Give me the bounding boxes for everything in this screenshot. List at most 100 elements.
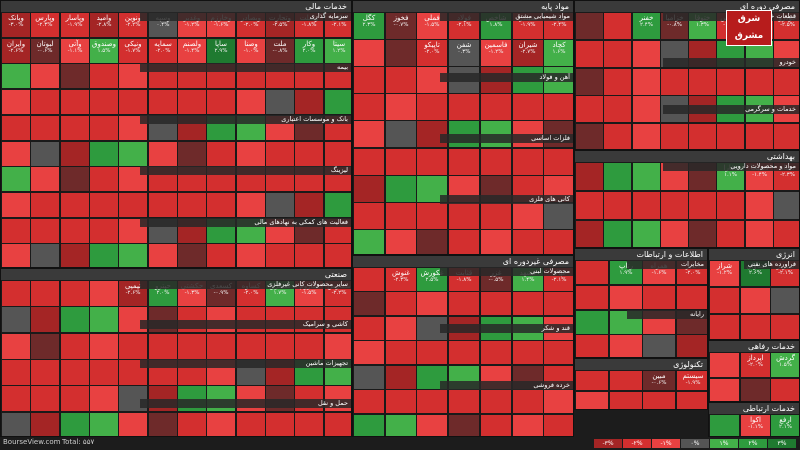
stock-tile-blank[interactable] [236, 333, 266, 360]
stock-tile[interactable]: سمایه -۲.۰% [148, 38, 178, 64]
stock-tile-blank[interactable] [353, 120, 385, 148]
stock-tile-blank[interactable] [206, 412, 236, 436]
stock-tile-blank[interactable] [512, 202, 544, 230]
stock-tile-blank[interactable] [660, 220, 689, 247]
industry-label[interactable]: فلزات اساسی [440, 134, 573, 143]
industry-label[interactable]: تجهیزات ماشین [140, 359, 351, 368]
stock-tile[interactable]: سیتا ۱.۲% [324, 38, 351, 64]
stock-tile-blank[interactable] [177, 89, 207, 115]
industry-label[interactable]: خودرو [663, 58, 799, 67]
stock-tile-blank[interactable] [265, 89, 295, 115]
stock-tile-blank[interactable] [60, 243, 90, 267]
stock-tile-blank[interactable] [632, 40, 661, 68]
stock-tile-blank[interactable] [676, 285, 707, 310]
stock-tile-blank[interactable] [543, 291, 573, 316]
industry-label[interactable]: قند و شکر [440, 324, 573, 333]
stock-tile-blank[interactable] [448, 229, 480, 254]
stock-tile-blank[interactable] [89, 89, 119, 115]
stock-tile-blank[interactable] [294, 333, 324, 360]
stock-tile-blank[interactable] [480, 202, 512, 230]
stock-tile-blank[interactable] [118, 192, 148, 218]
stock-tile-blank[interactable] [603, 123, 632, 149]
stock-tile-blank[interactable] [30, 166, 60, 192]
stock-tile-blank[interactable] [148, 243, 178, 267]
stock-tile-blank[interactable] [236, 89, 266, 115]
stock-tile-blank[interactable] [1, 166, 31, 192]
stock-tile-blank[interactable] [603, 12, 632, 40]
stock-tile-blank[interactable] [660, 68, 689, 96]
stock-tile-blank[interactable] [660, 123, 689, 149]
stock-tile-blank[interactable] [1, 359, 31, 386]
stock-tile-blank[interactable] [512, 148, 544, 176]
stock-tile-blank[interactable] [30, 115, 60, 141]
stock-tile-blank[interactable] [89, 385, 119, 412]
stock-tile-blank[interactable] [543, 414, 573, 436]
industry-label[interactable]: فراورده های نفتی [744, 260, 799, 269]
stock-tile-blank[interactable] [30, 306, 60, 333]
stock-tile-blank[interactable] [660, 191, 689, 220]
stock-tile-blank[interactable] [89, 412, 119, 436]
brand-label[interactable]: BourseView.com [3, 438, 61, 446]
stock-tile-blank[interactable] [632, 191, 661, 220]
stock-tile-blank[interactable] [770, 314, 799, 339]
stock-tile-blank[interactable] [385, 39, 417, 67]
stock-tile-blank[interactable] [353, 389, 385, 414]
industry-label[interactable]: محصولات لبنی [440, 267, 573, 276]
stock-tile-blank[interactable] [236, 141, 266, 167]
stock-tile-blank[interactable] [177, 333, 207, 360]
stock-tile-blank[interactable] [543, 93, 573, 121]
stock-tile[interactable]: وآتی -۱.۱% [60, 38, 90, 64]
stock-tile-blank[interactable] [324, 192, 351, 218]
stock-tile-blank[interactable] [709, 314, 740, 339]
stock-tile-blank[interactable] [385, 202, 417, 230]
stock-tile-blank[interactable] [353, 148, 385, 176]
stock-tile-blank[interactable] [512, 340, 544, 365]
stock-tile-blank[interactable] [148, 412, 178, 436]
stock-tile-blank[interactable] [688, 123, 717, 149]
stock-tile-blank[interactable] [89, 115, 119, 141]
stock-tile-blank[interactable] [353, 414, 385, 436]
stock-tile-blank[interactable] [642, 391, 676, 409]
sector-title[interactable]: مصرفی دوره ای [575, 1, 799, 12]
stock-tile-blank[interactable] [740, 287, 771, 314]
stock-tile-blank[interactable] [603, 40, 632, 68]
stock-tile-blank[interactable] [709, 414, 740, 436]
stock-tile-blank[interactable] [480, 229, 512, 254]
industry-label[interactable]: مواد شیمیایی مشتق [440, 12, 573, 21]
stock-tile-blank[interactable] [543, 202, 573, 230]
stock-tile-blank[interactable] [416, 340, 448, 365]
stock-tile[interactable]: کچاد ۱.۶% [543, 39, 573, 67]
stock-tile-blank[interactable] [89, 141, 119, 167]
stock-tile-blank[interactable] [543, 148, 573, 176]
industry-label[interactable]: خرده فروشی [440, 381, 573, 390]
stock-tile-blank[interactable] [60, 166, 90, 192]
stock-tile-blank[interactable] [60, 141, 90, 167]
stock-tile-blank[interactable] [448, 414, 480, 436]
stock-tile-blank[interactable] [89, 192, 119, 218]
stock-tile-blank[interactable] [324, 141, 351, 167]
stock-tile-blank[interactable] [632, 123, 661, 149]
stock-tile-blank[interactable] [676, 334, 707, 357]
stock-tile-blank[interactable] [773, 68, 799, 96]
stock-tile-blank[interactable] [512, 389, 544, 414]
stock-tile-blank[interactable] [294, 141, 324, 167]
industry-label[interactable]: بانک و موسسات اعتباری [140, 115, 351, 124]
stock-tile-blank[interactable] [543, 229, 573, 254]
stock-tile-blank[interactable] [60, 385, 90, 412]
stock-tile-blank[interactable] [448, 340, 480, 365]
sector-title[interactable]: بهداشتی [575, 151, 799, 162]
stock-tile-blank[interactable] [294, 412, 324, 436]
stock-tile[interactable]: وپاسار -۱.۹% [60, 12, 90, 38]
stock-tile-blank[interactable] [416, 93, 448, 121]
stock-tile-blank[interactable] [206, 141, 236, 167]
stock-tile-blank[interactable] [353, 66, 385, 94]
stock-tile-blank[interactable] [353, 267, 385, 292]
stock-tile[interactable]: فخوز -۰.۷% [385, 12, 417, 40]
stock-tile-blank[interactable] [480, 148, 512, 176]
stock-tile[interactable]: لبوتان -۰.۶% [30, 38, 60, 64]
industry-label[interactable]: کانی های فلزی [440, 195, 573, 204]
stock-tile-blank[interactable] [1, 243, 31, 267]
stock-tile-blank[interactable] [575, 310, 609, 335]
industry-label[interactable]: بیمه [140, 63, 351, 72]
stock-tile-blank[interactable] [89, 243, 119, 267]
